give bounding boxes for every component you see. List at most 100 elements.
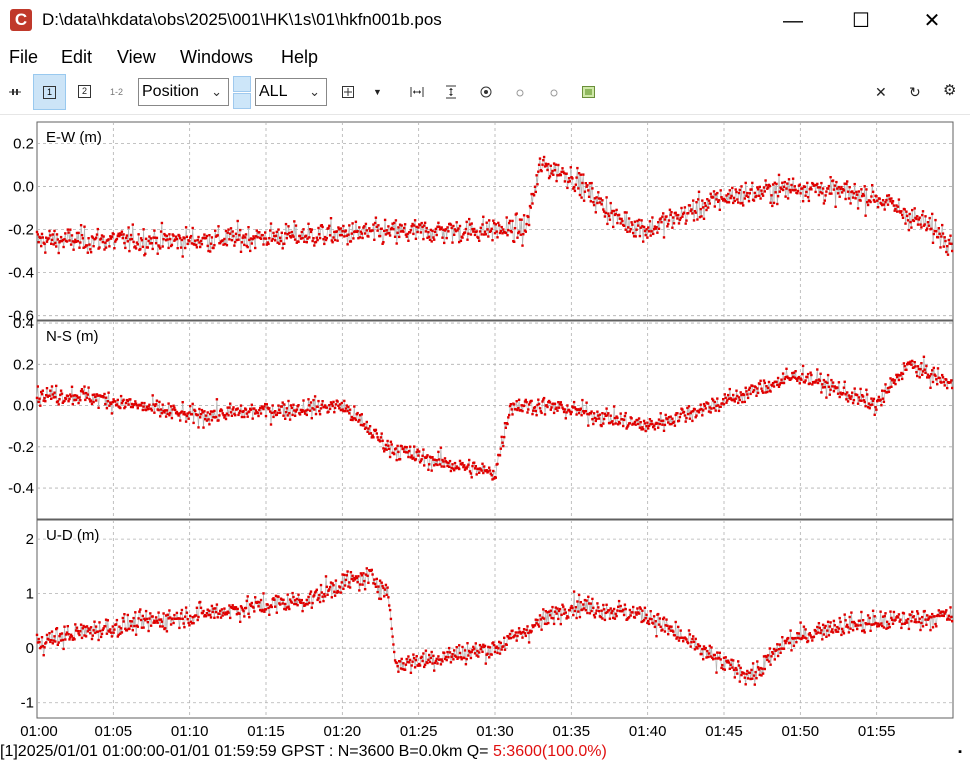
x-tick-label: 01:10: [171, 723, 209, 740]
data-point: [667, 633, 670, 636]
data-point: [903, 365, 906, 368]
minimize-button[interactable]: —: [783, 10, 803, 32]
plot12-button[interactable]: 1-2: [110, 87, 124, 97]
data-point: [818, 626, 821, 630]
data-point: [861, 194, 864, 198]
data-point: [796, 632, 799, 635]
fit-vertical-icon[interactable]: [445, 85, 457, 102]
data-point: [873, 615, 876, 618]
data-point: [113, 247, 116, 250]
plot-area[interactable]: 0.2 0.0 -0.2 -0.4 -0.6 E-W (m) 0.4 0.2 0.0 -0.2 -0…: [0, 114, 970, 742]
data-point: [318, 233, 321, 236]
data-point: [826, 629, 829, 632]
data-point: [405, 235, 408, 238]
data-point: [873, 200, 876, 203]
data-point: [411, 222, 414, 226]
data-point: [716, 191, 719, 195]
data-point: [294, 410, 298, 413]
data-point: [405, 446, 408, 449]
data-point: [809, 371, 812, 374]
show-map-icon[interactable]: [582, 86, 595, 101]
data-point: [632, 235, 636, 238]
menu-view[interactable]: View: [117, 47, 156, 67]
data-point: [572, 187, 575, 190]
data-point: [622, 613, 626, 617]
data-point: [158, 618, 161, 621]
data-point: [330, 596, 333, 599]
data-point: [386, 232, 389, 235]
solution-filter-select[interactable]: ALL ⌄: [255, 78, 327, 106]
center-origin-icon[interactable]: [342, 86, 354, 101]
data-point: [550, 406, 553, 409]
data-point: [71, 403, 74, 406]
data-point: [653, 428, 657, 431]
data-point: [724, 396, 727, 399]
data-point: [624, 228, 627, 231]
plot-type-select[interactable]: Position ⌄: [138, 78, 229, 106]
data-point: [502, 228, 505, 231]
close-button[interactable]: ✕: [923, 10, 941, 32]
data-point: [873, 413, 876, 416]
plot2-button[interactable]: 2: [78, 85, 91, 98]
data-point: [654, 620, 657, 623]
data-point: [308, 409, 312, 412]
data-point: [472, 645, 475, 649]
data-point: [191, 616, 194, 619]
caret-down-icon[interactable]: ▼: [373, 87, 382, 97]
data-point: [199, 606, 203, 609]
data-point: [77, 231, 80, 235]
reload-icon[interactable]: ↻: [909, 84, 921, 100]
data-point: [616, 416, 619, 419]
data-point: [925, 228, 928, 232]
fit-horizontal-icon[interactable]: [410, 86, 424, 101]
data-point: [131, 405, 134, 409]
data-point: [159, 247, 162, 250]
data-point: [59, 389, 63, 392]
data-point: [433, 458, 437, 461]
data-point: [283, 242, 286, 245]
data-point: [174, 238, 177, 241]
data-point: [82, 246, 85, 249]
data-point: [115, 618, 119, 622]
data-point: [652, 425, 655, 429]
menu-help[interactable]: Help: [281, 47, 319, 67]
data-point: [742, 191, 746, 194]
menu-windows[interactable]: Windows: [180, 47, 254, 67]
data-point: [184, 420, 188, 423]
show-error-icon[interactable]: [515, 87, 525, 101]
data-point: [863, 631, 866, 634]
data-point: [284, 232, 287, 235]
data-point: [436, 463, 439, 467]
show-skyplot-icon[interactable]: [549, 87, 559, 101]
data-point: [659, 412, 662, 415]
data-point: [569, 412, 572, 416]
clear-icon[interactable]: ✕: [875, 84, 887, 100]
spin-down-button[interactable]: [233, 93, 251, 109]
spin-up-button[interactable]: [233, 76, 251, 92]
data-point: [765, 184, 768, 187]
data-point: [396, 444, 399, 448]
data-point: [875, 622, 878, 625]
y-tick-label: -0.6: [8, 308, 34, 325]
data-point: [449, 223, 453, 226]
data-point: [215, 603, 219, 606]
show-track-icon[interactable]: [480, 86, 492, 101]
maximize-button[interactable]: ☐: [852, 10, 870, 32]
menu-edit[interactable]: Edit: [61, 47, 93, 67]
data-point: [281, 247, 284, 250]
data-point: [493, 643, 496, 647]
position-plot[interactable]: 0.20.0-0.2-0.4-0.6E-W (m)0.40.20.0-0.2-0…: [0, 114, 970, 742]
plot1-button[interactable]: 1: [33, 74, 66, 110]
menu-file[interactable]: File: [9, 47, 39, 67]
data-point: [284, 222, 288, 226]
data-point: [617, 213, 621, 217]
data-point: [498, 640, 501, 644]
data-point: [383, 229, 386, 233]
data-point: [853, 622, 856, 625]
gear-icon[interactable]: ⚙: [943, 82, 957, 99]
data-point: [883, 208, 886, 211]
connect-lines-icon[interactable]: [9, 86, 21, 100]
data-point: [924, 371, 927, 374]
data-point: [468, 649, 471, 653]
data-point: [366, 574, 369, 577]
